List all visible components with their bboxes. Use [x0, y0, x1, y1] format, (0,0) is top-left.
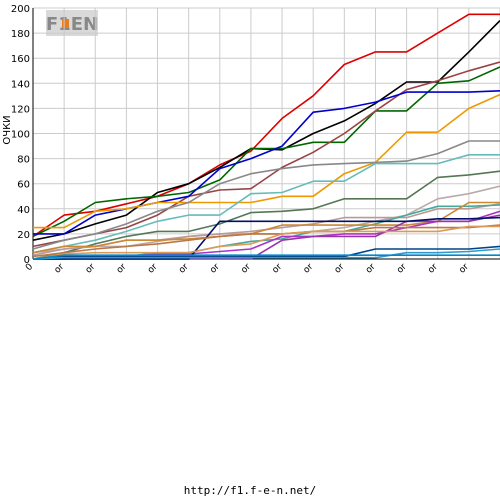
series-line-16 — [32, 224, 500, 258]
x-tick-label: or — [457, 262, 471, 276]
series-line-19 — [32, 248, 500, 260]
x-tick-label: or — [115, 262, 129, 276]
x-tick-label: or — [84, 262, 98, 276]
x-tick-label: or — [146, 262, 160, 276]
y-axis: 0 20 40 60 80 100 120 140 160 180 200 — [11, 4, 30, 266]
y-tick-label: 80 — [17, 155, 30, 166]
series-line-3 — [32, 61, 500, 248]
series-lines — [32, 13, 500, 260]
series-line-20 — [32, 254, 500, 260]
logo-text: F1EN — [46, 14, 98, 35]
y-axis-label: ОЧКИ — [2, 115, 13, 144]
y-tick-label: 0 — [24, 255, 30, 266]
x-axis: 0 or or or or or or or or or or or or or or — [24, 262, 471, 276]
series-line-13 — [33, 210, 500, 260]
series-line-7 — [32, 154, 500, 254]
x-tick-label: or — [426, 262, 440, 276]
x-tick-label: or — [271, 262, 285, 276]
x-tick-label: or — [364, 262, 378, 276]
x-tick-label: or — [53, 262, 67, 276]
series-line-0 — [32, 13, 500, 238]
x-tick-label: or — [395, 262, 409, 276]
series-line-17 — [32, 225, 500, 260]
x-tick-label: or — [302, 262, 316, 276]
series-line-1 — [32, 20, 500, 241]
y-tick-label: 40 — [17, 205, 30, 216]
series-line-5 — [33, 93, 500, 229]
y-tick-label: 100 — [11, 130, 30, 141]
series-line-8 — [32, 170, 500, 260]
x-tick-label: 0 — [24, 262, 35, 273]
y-tick-label: 140 — [11, 79, 30, 90]
series-line-12 — [32, 201, 500, 254]
series-line-15 — [33, 216, 500, 260]
x-tick-label: or — [208, 262, 222, 276]
y-tick-label: 120 — [11, 104, 30, 115]
footer-url[interactable]: http://f1.f-e-n.net/ — [183, 484, 317, 497]
series-line-6 — [32, 140, 500, 250]
y-tick-label: 180 — [11, 29, 30, 40]
x-tick-label: or — [239, 262, 253, 276]
x-tick-label: or — [177, 262, 191, 276]
y-tick-label: 200 — [11, 4, 30, 15]
series-line-4 — [33, 90, 500, 235]
y-tick-label: 60 — [17, 180, 30, 191]
series-line-2 — [32, 66, 500, 238]
series-line-18 — [32, 245, 500, 260]
site-logo: F1EN — [46, 10, 98, 36]
y-tick-label: 160 — [11, 54, 30, 65]
y-tick-label: 20 — [17, 230, 30, 241]
x-tick-label: or — [333, 262, 347, 276]
